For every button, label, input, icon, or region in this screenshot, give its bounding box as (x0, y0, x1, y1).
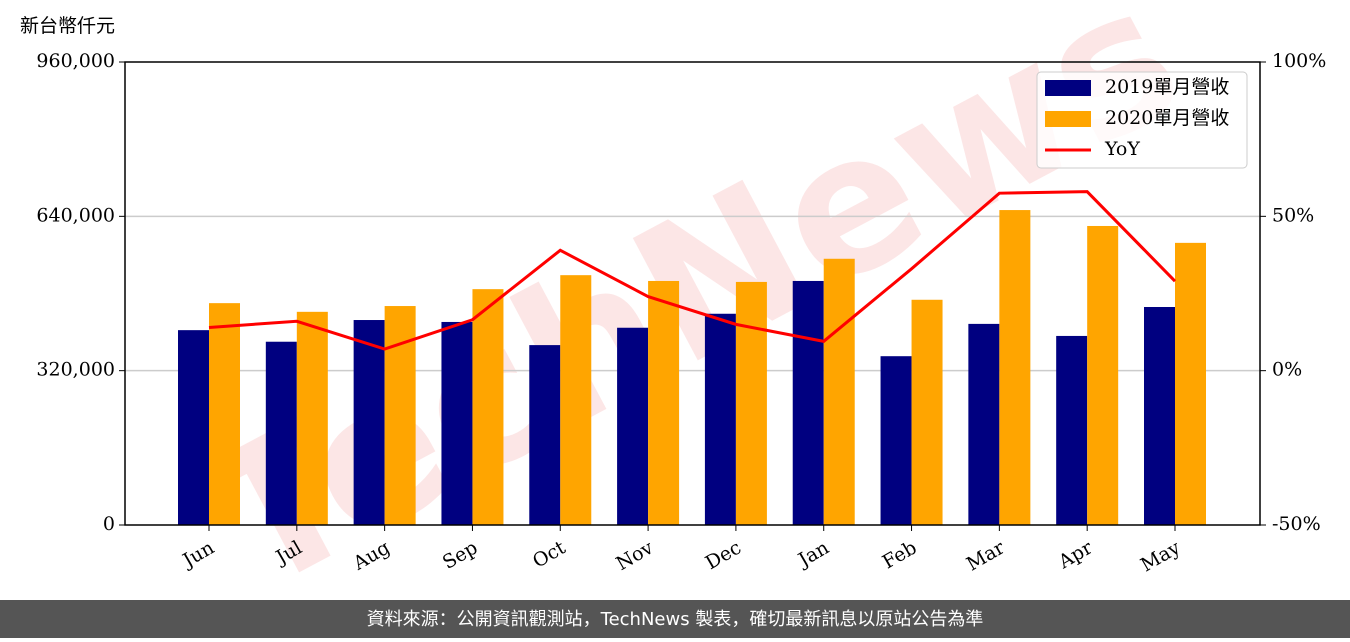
bar (441, 321, 473, 525)
bar (911, 299, 943, 525)
x-tick-label: Jun (177, 537, 218, 573)
bar (1087, 225, 1119, 525)
bar (560, 275, 592, 525)
y2-tick-label: -50% (1272, 513, 1321, 535)
y-axis-unit: 新台幣仟元 (20, 15, 115, 37)
y2-tick-label: 0% (1272, 359, 1302, 381)
y-tick-label: 320,000 (36, 359, 115, 381)
bar (704, 313, 736, 525)
bar (823, 258, 855, 525)
x-tick-label: Dec (702, 537, 745, 575)
plot-frame (124, 61, 1261, 526)
legend-label: 2019單月營收 (1105, 76, 1229, 98)
x-tick-label: Nov (612, 536, 657, 575)
legend-label: YoY (1104, 138, 1140, 160)
bar (735, 281, 767, 525)
x-tick-label: Oct (529, 536, 570, 572)
bar (617, 327, 649, 525)
bar (1056, 335, 1088, 525)
bar (999, 210, 1031, 525)
bar (529, 345, 561, 525)
bar (792, 280, 824, 525)
x-tick-label: Feb (879, 537, 921, 574)
x-tick-label: May (1137, 536, 1184, 576)
bar (1175, 242, 1206, 525)
bar (1144, 307, 1175, 525)
bar (472, 289, 504, 525)
bar (353, 320, 385, 525)
y-tick-label: 960,000 (36, 50, 115, 72)
x-tick-label: Apr (1054, 536, 1097, 573)
x-tick-label: Mar (963, 536, 1009, 575)
bar (265, 341, 297, 525)
footer-bar (0, 600, 1350, 638)
y2-tick-label: 100% (1272, 50, 1326, 72)
bar (296, 311, 328, 525)
yoy-line (208, 190, 1177, 351)
footer-text: 資料來源：公開資訊觀測站，TechNews 製表，確切最新訊息以原站公告為準 (367, 609, 984, 630)
y-tick-label: 640,000 (36, 204, 115, 226)
y2-tick-label: 50% (1272, 204, 1314, 226)
bar (209, 303, 240, 525)
bar (880, 356, 912, 525)
bar (648, 280, 680, 525)
legend-swatch (1045, 111, 1091, 127)
legend-label: 2020單月營收 (1105, 107, 1229, 129)
y-tick-label: 0 (103, 513, 115, 535)
bar (968, 323, 1000, 525)
x-tick-label: Jan (793, 537, 833, 573)
bar (178, 330, 209, 525)
legend-swatch (1045, 80, 1091, 96)
